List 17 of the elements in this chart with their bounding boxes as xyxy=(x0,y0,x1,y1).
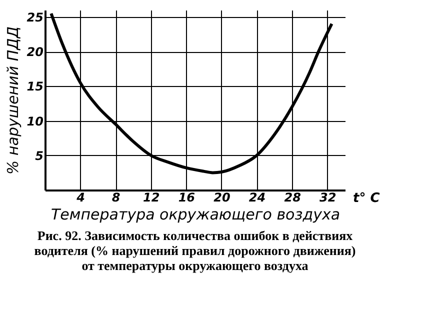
y-tick-label: 20 xyxy=(26,45,44,60)
x-tick-label: 12 xyxy=(143,190,160,204)
x-tick-label: 24 xyxy=(248,190,266,204)
text: Рис. 92. Зависимость количества ошибок в действиях водителя (% нарушений правил дорожного движения) от температуры окружающего воздуха xyxy=(34,228,356,273)
x-tick-label: 4 xyxy=(76,190,85,204)
y-tick-label: 5 xyxy=(35,148,44,163)
x-tick-label: 20 xyxy=(214,190,230,204)
x-tick-label: 28 xyxy=(284,190,301,204)
y-tick-label: 25 xyxy=(26,10,44,24)
x-tick-label: 16 xyxy=(178,190,196,204)
y-tick-label: 10 xyxy=(26,114,44,128)
x-tick-label: 32 xyxy=(320,190,336,204)
x-axis-title: Температура окружающего воздуха xyxy=(50,206,340,224)
y-tick-label: 15 xyxy=(26,80,44,94)
x-tick-label: 8 xyxy=(112,190,120,204)
text: t° C xyxy=(353,191,380,206)
y-axis-title: % нарушений ПДД xyxy=(4,26,22,175)
